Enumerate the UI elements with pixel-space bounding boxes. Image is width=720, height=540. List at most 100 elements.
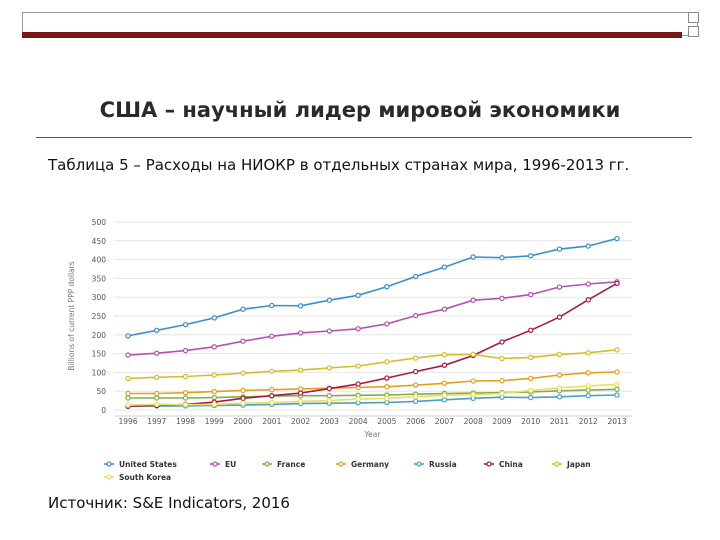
data-point-united-states	[499, 255, 505, 261]
data-point-germany	[182, 390, 189, 396]
y-tick-label: 250	[92, 312, 107, 321]
decor-square	[688, 12, 699, 23]
y-tick-label: 500	[92, 218, 107, 227]
data-point-germany	[470, 378, 476, 384]
data-point-eu	[326, 328, 333, 334]
legend-item-united-states: United States	[104, 460, 177, 469]
y-tick-label: 150	[92, 350, 107, 359]
legend-marker	[486, 461, 492, 467]
data-point-united-states	[384, 283, 390, 290]
data-point-china	[326, 385, 333, 392]
data-point-south-korea	[297, 398, 304, 405]
data-point-china	[499, 339, 505, 345]
y-tick-label: 0	[101, 406, 106, 415]
data-point-china	[240, 395, 246, 402]
data-point-russia	[614, 392, 620, 398]
data-point-south-korea	[585, 383, 591, 389]
data-point-eu	[269, 333, 275, 340]
y-tick-label: 300	[92, 293, 107, 302]
y-tick-label: 200	[92, 331, 107, 340]
legend-label: Russia	[429, 460, 457, 469]
data-point-russia	[412, 398, 419, 405]
data-point-south-korea	[326, 397, 333, 404]
decor-square	[688, 26, 699, 37]
data-point-south-korea	[154, 401, 160, 408]
data-point-japan	[528, 354, 534, 361]
data-point-united-states	[614, 235, 620, 242]
x-tick-label: 2000	[234, 417, 253, 426]
data-point-china	[297, 390, 304, 396]
data-point-eu	[556, 284, 563, 290]
data-point-germany	[585, 370, 591, 376]
data-point-russia	[585, 393, 591, 399]
data-point-japan	[326, 365, 333, 371]
data-point-united-states	[470, 254, 476, 260]
series-line-china	[127, 282, 618, 407]
source-note: Источник: S&E Indicators, 2016	[48, 494, 290, 512]
x-tick-label: 2005	[377, 417, 396, 426]
data-point-china	[585, 297, 591, 303]
data-point-south-korea	[470, 391, 476, 398]
series-line-russia	[127, 394, 618, 407]
data-point-japan	[125, 375, 131, 382]
y-tick-label: 400	[92, 256, 107, 265]
legend-label: EU	[225, 460, 236, 469]
series-line-germany	[128, 371, 618, 395]
data-point-eu	[297, 330, 304, 336]
data-point-japan	[585, 350, 591, 356]
legend-item-south-korea: South Korea	[104, 473, 171, 482]
data-point-south-korea	[269, 399, 275, 406]
legend-marker	[106, 474, 112, 480]
data-point-russia	[528, 394, 534, 401]
data-point-eu	[528, 291, 534, 298]
data-point-united-states	[441, 264, 448, 270]
data-point-japan	[154, 374, 160, 380]
data-point-germany	[556, 372, 563, 378]
legend-item-japan: Japan	[552, 460, 591, 469]
table-caption: Таблица 5 – Расходы на НИОКР в отдельных…	[48, 156, 630, 174]
series-line-france	[128, 388, 618, 399]
data-point-china	[528, 327, 534, 333]
data-point-germany	[269, 386, 275, 393]
legend-marker	[416, 461, 422, 467]
x-tick-label: 2006	[406, 417, 425, 426]
data-point-eu	[355, 326, 361, 332]
data-point-china	[269, 393, 275, 399]
x-tick-label: 2012	[579, 417, 598, 426]
legend-item-germany: Germany	[336, 460, 389, 469]
data-point-south-korea	[412, 394, 419, 400]
data-point-china	[614, 280, 620, 286]
data-point-japan	[614, 347, 620, 353]
data-point-eu	[182, 347, 189, 354]
data-point-united-states	[125, 333, 131, 339]
legend-marker	[106, 461, 112, 467]
x-tick-label: 2011	[550, 417, 569, 426]
legend-label: Japan	[566, 460, 591, 469]
y-axis-title: Billions of current PPP dollars	[67, 261, 76, 370]
data-point-united-states	[556, 246, 563, 252]
y-tick-label: 350	[92, 274, 107, 283]
x-tick-label: 1999	[205, 417, 224, 426]
data-point-south-korea	[556, 385, 563, 391]
data-point-eu	[499, 295, 505, 302]
data-point-france	[614, 386, 620, 393]
data-point-japan	[412, 355, 419, 361]
data-point-south-korea	[182, 402, 189, 408]
x-tick-label: 2002	[291, 417, 310, 426]
y-tick-label: 50	[96, 387, 106, 396]
data-point-japan	[499, 355, 505, 362]
data-point-japan	[441, 352, 448, 358]
data-point-germany	[125, 390, 131, 397]
x-tick-label: 2004	[349, 417, 368, 426]
data-point-france	[125, 395, 131, 401]
legend-marker	[212, 461, 218, 467]
data-point-japan	[182, 373, 189, 380]
data-point-france	[182, 395, 189, 401]
data-point-china	[384, 375, 390, 381]
data-point-south-korea	[384, 395, 390, 402]
data-point-south-korea	[355, 396, 361, 402]
data-point-united-states	[528, 253, 534, 259]
y-tick-label: 100	[92, 368, 107, 377]
x-tick-label: 1997	[147, 417, 166, 426]
